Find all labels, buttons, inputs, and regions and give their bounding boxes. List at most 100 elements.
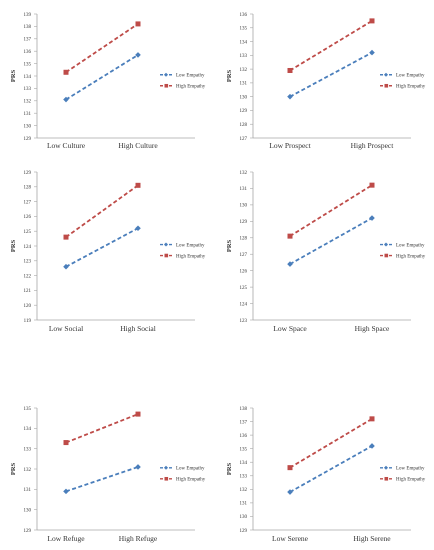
legend-item-high-empathy: High Empathy [380, 253, 426, 259]
low-empathy-line [289, 217, 373, 265]
x-tick-label: Low Serene [272, 534, 309, 543]
y-tick-label: 137 [240, 420, 248, 425]
y-tick-label: 134 [24, 427, 32, 432]
x-tick-label: Low Culture [47, 141, 86, 150]
y-tick-label: 131 [24, 488, 32, 493]
x-tick-label: High Serene [353, 534, 391, 543]
y-tick-label: 127 [240, 137, 248, 142]
y-tick-label: 133 [24, 447, 32, 452]
y-tick-label: 136 [240, 13, 248, 18]
legend-item-high-empathy: High Empathy [380, 476, 426, 483]
y-tick-label: 123 [240, 319, 248, 324]
legend-label: Low Empathy [176, 467, 205, 472]
y-tick-label: 130 [24, 508, 32, 513]
legend-item-low-empathy: Low Empathy [380, 72, 425, 79]
low-empathy-point [287, 261, 293, 267]
legend-item-high-empathy: High Empathy [160, 83, 206, 90]
y-tick-label: 131 [240, 187, 248, 192]
y-tick-label: 134 [24, 75, 32, 80]
legend-item-low-empathy: Low Empathy [160, 465, 205, 472]
y-tick-label: 132 [240, 171, 248, 176]
legend-marker [384, 72, 388, 77]
legend-marker [164, 83, 169, 88]
y-tick-label: 129 [240, 220, 248, 225]
y-tick-label: 130 [240, 515, 248, 520]
y-tick-label: 120 [24, 304, 32, 309]
legend-marker [164, 72, 168, 77]
y-tick-label: 129 [24, 171, 32, 176]
y-tick-label: 126 [24, 215, 32, 220]
y-tick-label: 129 [240, 529, 248, 534]
low-empathy-line [289, 445, 373, 493]
high-empathy-line [65, 413, 139, 444]
high-empathy-point [369, 18, 375, 24]
high-empathy-point [63, 69, 69, 75]
x-tick-label: High Refuge [119, 534, 158, 543]
y-axis-label: PRS [226, 462, 233, 475]
legend-item-high-empathy: High Empathy [380, 83, 426, 90]
y-tick-label: 134 [240, 40, 248, 45]
y-tick-label: 126 [240, 269, 248, 274]
y-tick-label: 128 [240, 123, 248, 128]
y-tick-label: 122 [24, 274, 32, 279]
legend-item-high-empathy: High Empathy [160, 476, 206, 483]
low-empathy-point [135, 225, 141, 232]
y-tick-label: 132 [240, 68, 248, 73]
legend-item-low-empathy: Low Empathy [380, 242, 425, 248]
y-tick-label: 119 [24, 319, 32, 324]
y-axis-label: PRS [226, 239, 233, 252]
high-empathy-point [287, 233, 293, 239]
y-tick-label: 131 [240, 502, 248, 507]
x-tick-label: Low Prospect [269, 141, 311, 150]
high-empathy-point [135, 182, 141, 188]
x-tick-label: Low Social [49, 324, 83, 333]
y-tick-label: 129 [240, 109, 248, 114]
legend-marker [384, 242, 388, 247]
y-tick-label: 128 [24, 186, 32, 191]
legend-marker [164, 253, 169, 258]
low-empathy-line [289, 51, 373, 98]
low-empathy-point [287, 93, 293, 100]
y-tick-label: 132 [24, 468, 32, 473]
legend-label: Low Empathy [396, 467, 425, 472]
x-tick-label: Low Refuge [47, 534, 85, 543]
y-tick-label: 136 [240, 434, 248, 439]
high-empathy-point [287, 67, 293, 73]
low-empathy-point [369, 443, 375, 449]
high-empathy-line [289, 20, 373, 72]
y-tick-label: 130 [240, 95, 248, 100]
legend-label: High Empathy [176, 478, 206, 483]
legend-label: Low Empathy [396, 243, 425, 248]
low-empathy-point [135, 52, 141, 58]
legend-item-low-empathy: Low Empathy [160, 242, 205, 248]
legend-marker [164, 476, 169, 481]
y-tick-label: 137 [24, 38, 32, 43]
x-tick-label: High Prospect [351, 141, 395, 150]
legend-marker [384, 476, 389, 481]
chart-panel-4: 123 124 125 126 127 128 129 130 131 132 PRS Low Spa… [226, 171, 426, 333]
y-tick-label: 133 [24, 87, 32, 92]
y-tick-label: 124 [24, 245, 32, 250]
legend-label: Low Empathy [176, 74, 205, 79]
y-axis-label: PRS [10, 69, 17, 82]
y-axis-label: PRS [10, 239, 17, 252]
y-tick-label: 135 [240, 447, 248, 452]
chart-panel-3: 119 120 121 122 123 124 125 126 127 128 129 PRS Low … [10, 171, 206, 333]
chart-panel-6: 129 130 131 132 133 134 135 136 137 138 PRS Low Ser… [226, 407, 426, 543]
y-tick-label: 138 [240, 407, 248, 412]
legend-item-low-empathy: Low Empathy [160, 72, 205, 79]
legend-label: High Empathy [396, 85, 426, 90]
high-empathy-point [369, 416, 375, 422]
y-tick-label: 134 [240, 461, 248, 466]
low-empathy-point [287, 489, 293, 495]
y-axis-label: PRS [226, 69, 233, 82]
low-empathy-point [369, 215, 375, 221]
y-tick-label: 123 [24, 260, 32, 265]
y-tick-label: 132 [240, 488, 248, 493]
y-tick-label: 133 [240, 54, 248, 59]
y-tick-label: 136 [24, 50, 32, 55]
high-empathy-line [289, 184, 373, 237]
chart-panel-1: 129 130 131 132 133 134 135 136 137 138 139 PRS Low … [10, 13, 206, 150]
x-tick-label: High Space [355, 324, 390, 333]
